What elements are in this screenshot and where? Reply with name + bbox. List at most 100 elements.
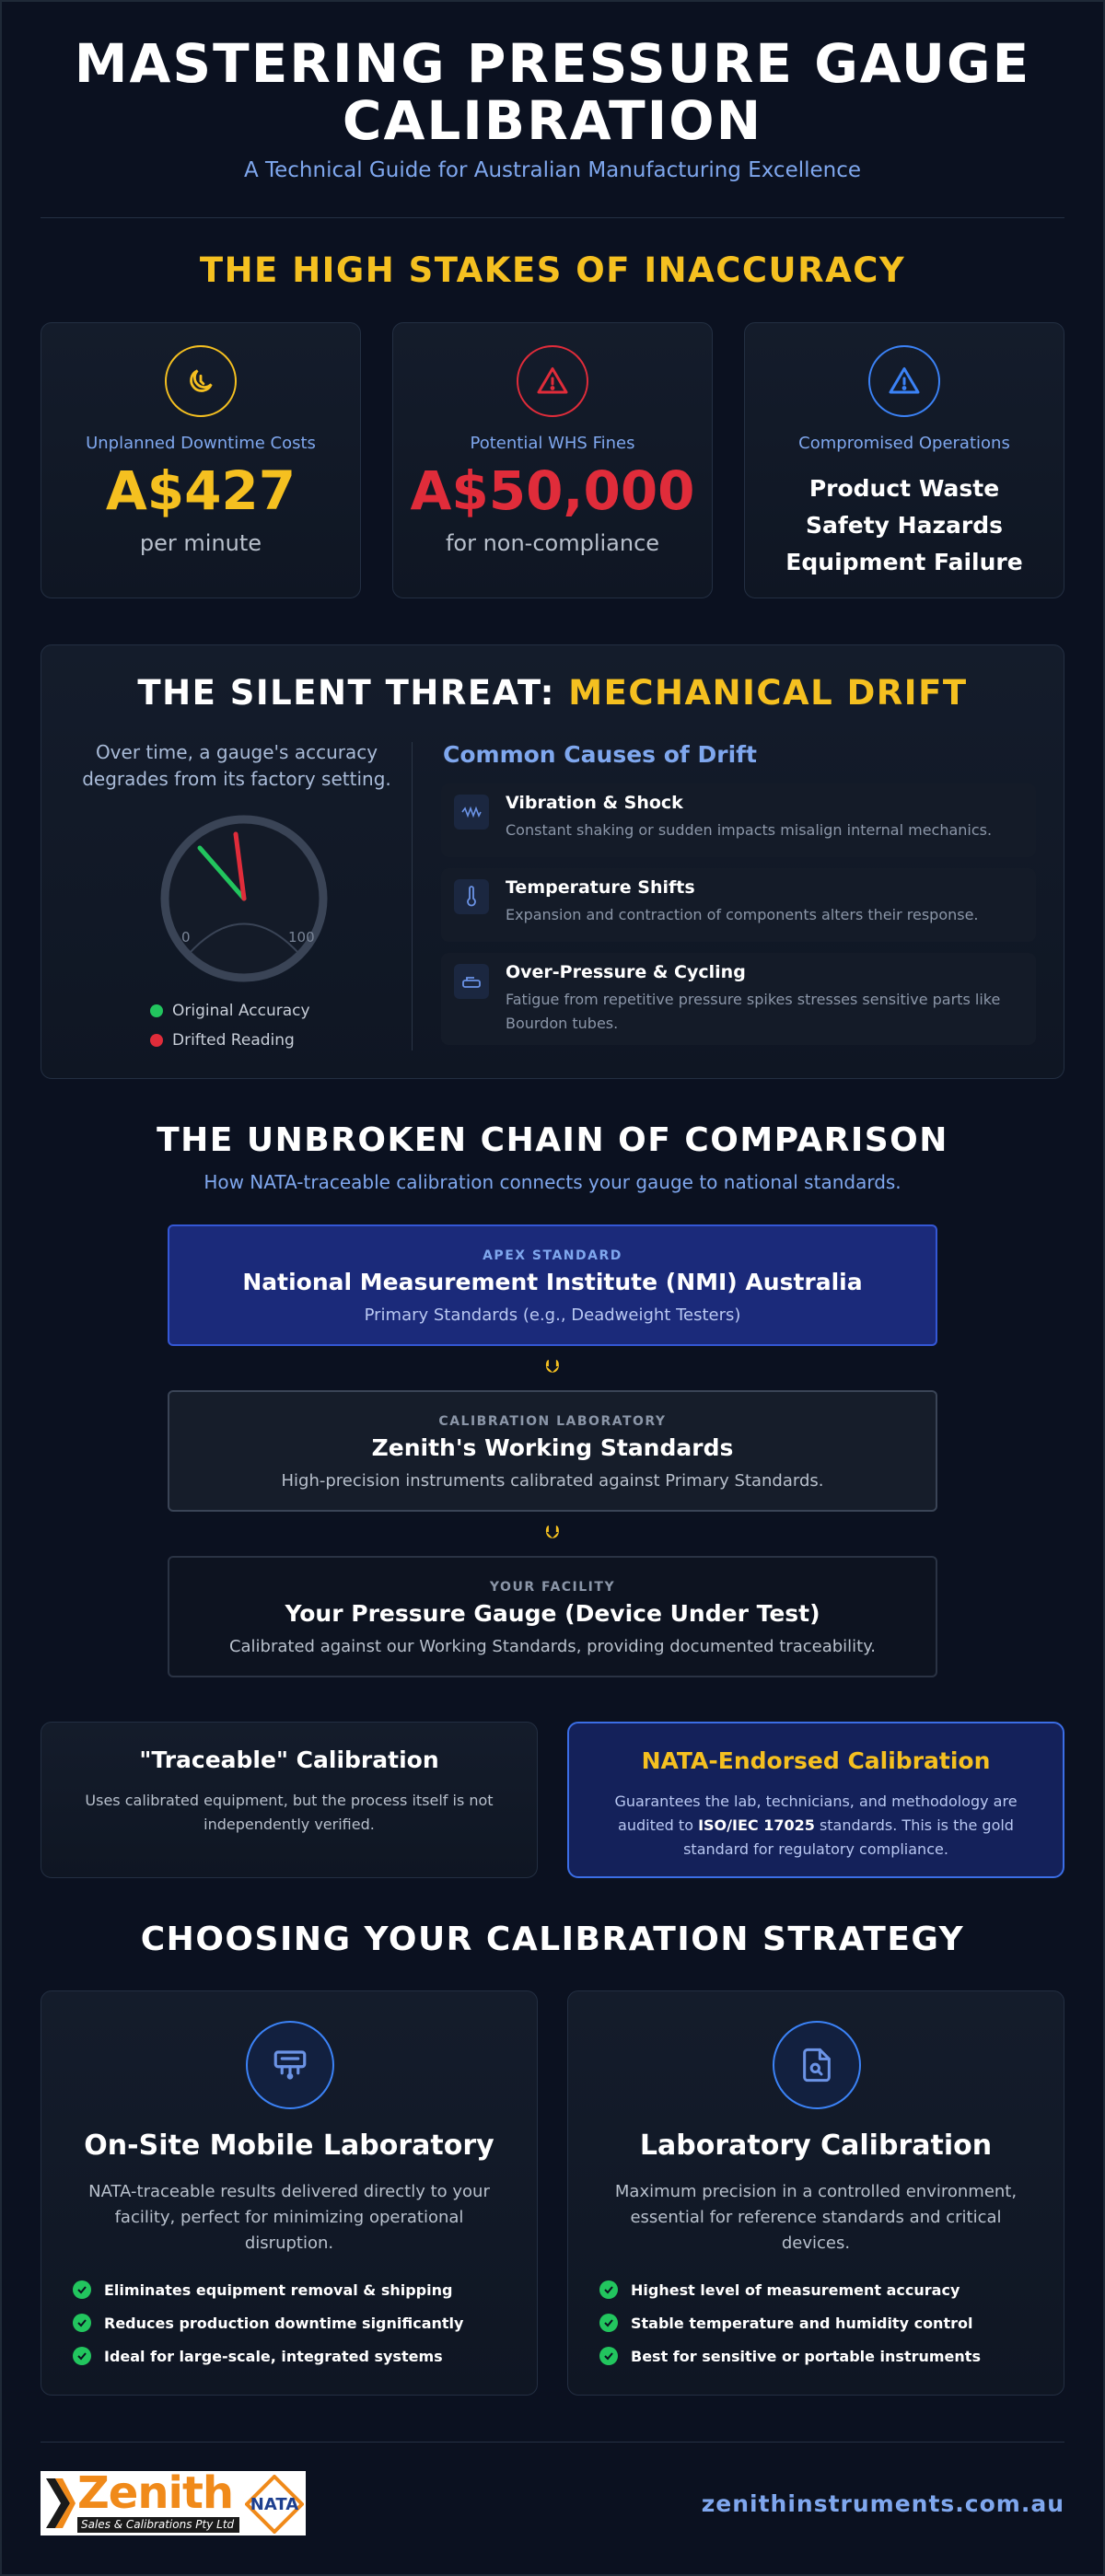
legend-swatch [150,1034,163,1047]
cause-item: Temperature Shifts Expansion and contrac… [441,868,1036,942]
gauge-min-label: 0 [181,929,191,946]
vibration-icon [454,795,489,830]
divider [41,217,1064,218]
drifted-needle [233,831,247,901]
pressure-cycle-icon [454,964,489,999]
check-icon [73,2314,91,2332]
operations-item: Product Waste [808,475,1000,502]
benefit-item: Best for sensitive or portable instrumen… [599,2345,981,2367]
warning-triangle-icon [868,345,940,417]
legend-item: Drifted Reading [150,1029,310,1051]
benefit-text: Eliminates equipment removal & shipping [104,2280,453,2299]
chain-subtitle: How NATA-traceable calibration connects … [204,1171,901,1193]
logo-chevron-icon [46,2478,76,2528]
drift-intro-line: Over time, a gauge's accuracy [95,741,378,763]
check-icon [73,2280,91,2299]
benefit-text: Best for sensitive or portable instrumen… [631,2347,981,2365]
drift-intro-line: degrades from its factory setting. [82,768,391,790]
legend-label: Drifted Reading [172,1031,295,1050]
operations-item: Equipment Failure [785,549,1023,575]
causes-title: Common Causes of Drift [443,741,757,768]
chain-level-lab: CALIBRATION LABORATORY Zenith's Working … [168,1390,937,1512]
drift-title: THE SILENT THREAT: MECHANICAL DRIFT [41,673,1064,713]
check-icon [599,2347,618,2365]
check-icon [599,2314,618,2332]
logo-tagline: Sales & Calibrations Pty Ltd [77,2517,239,2533]
iso-standard: ISO/IEC 17025 [698,1816,815,1834]
chain-level-desc: Calibrated against our Working Standards… [228,1637,877,1656]
chain-level-title: Zenith's Working Standards [371,1434,734,1461]
stat-sub: for non-compliance [445,530,660,556]
operations-item: Safety Hazards [806,512,1003,539]
gauge-max-label: 100 [288,929,315,946]
legend-label: Original Accuracy [172,1002,310,1020]
cause-title: Vibration & Shock [506,793,683,813]
benefit-item: Eliminates equipment removal & shipping [73,2279,452,2301]
footer-website-link[interactable]: zenithinstruments.com.au [701,2490,1064,2517]
stat-label: Compromised Operations [798,434,1010,453]
traceable-desc: Uses calibrated equipment, but the proce… [85,1792,494,1833]
check-icon [599,2280,618,2299]
cause-item: Over-Pressure & Cycling Fatigue from rep… [441,953,1036,1045]
footer-divider [41,2442,1064,2443]
benefit-text: Ideal for large-scale, integrated system… [104,2347,443,2365]
stat-value: A$50,000 [410,459,695,522]
title-line-2: CALIBRATION [342,89,763,152]
strategy-option-title: Laboratory Calibration [639,2129,993,2162]
benefit-item: Highest level of measurement accuracy [599,2279,960,2301]
chain-level-title: National Measurement Institute (NMI) Aus… [242,1269,863,1295]
stakes-title: THE HIGH STAKES OF INACCURACY [199,250,906,290]
stat-value: A$427 [105,459,297,522]
gauge-legend: Original Accuracy Drifted Reading [150,1000,310,1051]
operations-list: Product Waste Safety Hazards Equipment F… [745,470,1064,581]
title-line-1: MASTERING PRESSURE GAUGE [74,32,1031,95]
drift-section: THE SILENT THREAT: MECHANICAL DRIFT Over… [41,644,1064,1079]
chain-arrow-icon: ⮋ [545,1521,560,1543]
strategy-title: CHOOSING YOUR CALIBRATION STRATEGY [140,1920,965,1958]
warning-triangle-icon [517,345,588,417]
nata-card: NATA-Endorsed Calibration Guarantees the… [567,1722,1064,1878]
benefit-text: Highest level of measurement accuracy [631,2280,960,2299]
cause-item: Vibration & Shock Constant shaking or su… [441,783,1036,857]
cause-desc: Constant shaking or sudden impacts misal… [506,821,993,839]
thermometer-icon [454,879,489,914]
zenith-logo: Zenith Sales & Calibrations Pty Ltd NATA [41,2467,306,2535]
strategy-card-laboratory: Laboratory Calibration Maximum precision… [567,1990,1064,2396]
moon-icon [165,345,237,417]
drift-title-highlight: MECHANICAL DRIFT [568,673,968,713]
strategy-option-desc: NATA-traceable results delivered directl… [88,2182,490,2253]
chain-level-apex: APEX STANDARD National Measurement Insti… [168,1224,937,1346]
benefit-text: Stable temperature and humidity control [631,2314,973,2332]
benefit-item: Reduces production downtime significantl… [73,2312,463,2334]
cause-title: Over-Pressure & Cycling [506,962,746,982]
nata-desc: Guarantees the lab, technicians, and met… [614,1793,1018,1858]
chain-arrow-icon: ⮋ [545,1355,560,1377]
legend-swatch [150,1004,163,1017]
nata-title: NATA-Endorsed Calibration [641,1747,991,1774]
check-icon [73,2347,91,2365]
chain-title: THE UNBROKEN CHAIN OF COMPARISON [157,1121,948,1159]
stat-label: Unplanned Downtime Costs [86,434,316,453]
benefit-item: Stable temperature and humidity control [599,2312,972,2334]
chain-eyebrow: YOUR FACILITY [489,1580,616,1595]
original-needle [197,845,247,901]
traceable-card: "Traceable" Calibration Uses calibrated … [41,1722,538,1878]
stat-sub: per minute [139,530,262,556]
benefit-text: Reduces production downtime significantl… [104,2314,464,2332]
stake-card-operations: Compromised Operations Product Waste Saf… [744,322,1064,598]
traceable-title: "Traceable" Calibration [139,1746,439,1773]
drift-intro: Over time, a gauge's accuracy degrades f… [51,739,423,793]
legend-item: Original Accuracy [150,1000,310,1022]
nata-badge-icon [245,2475,304,2534]
cause-title: Temperature Shifts [506,877,695,898]
document-search-icon [773,2021,861,2109]
cause-desc: Fatigue from repetitive pressure spikes … [506,991,1001,1032]
benefit-item: Ideal for large-scale, integrated system… [73,2345,443,2367]
cause-desc: Expansion and contraction of components … [506,906,979,923]
strategy-option-title: On-Site Mobile Laboratory [84,2129,494,2162]
page-title: MASTERING PRESSURE GAUGE CALIBRATION [0,35,1105,149]
chain-level-desc: High-precision instruments calibrated ag… [281,1471,824,1491]
page-subtitle: A Technical Guide for Australian Manufac… [243,158,862,182]
gauge-dial: 0 100 [160,815,328,982]
